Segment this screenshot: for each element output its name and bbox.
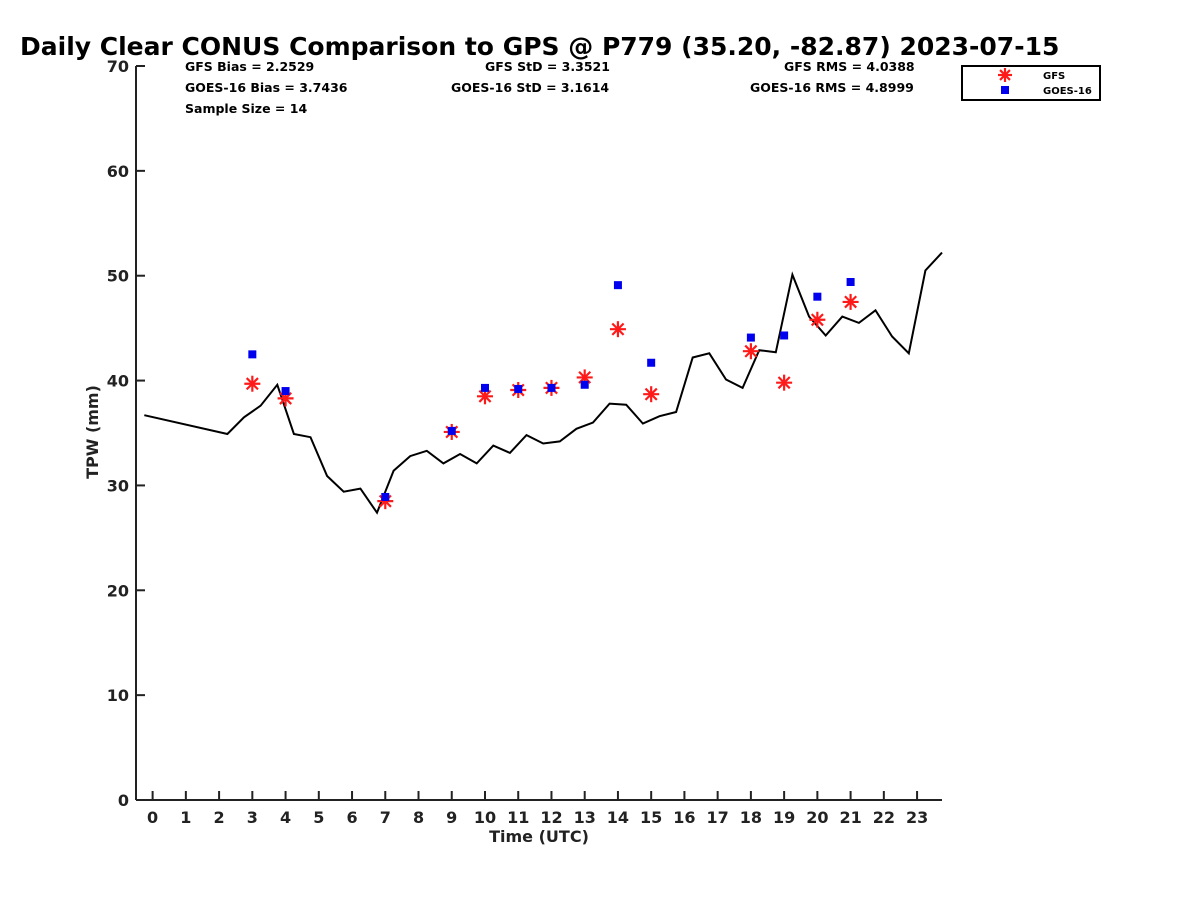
gfs-point [609,321,626,338]
legend-gfs-asterisk [998,68,1012,82]
y-tick-label: 60 [107,162,129,181]
x-tick-label: 8 [413,808,424,827]
x-tick-label: 14 [607,808,629,827]
gfs-bias-stat: GFS Bias = 2.2529 [185,59,314,74]
x-tick-label: 21 [839,808,861,827]
x-tick-label: 12 [540,808,562,827]
x-tick-label: 0 [147,808,158,827]
goes-rms-stat: GOES-16 RMS = 4.8999 [750,80,914,95]
y-tick-label: 0 [118,791,129,810]
legend-goes-label: GOES-16 [1043,86,1092,97]
gfs-point [809,311,826,328]
x-tick-label: 16 [673,808,695,827]
goes-point [746,333,755,342]
goes-point [780,331,789,340]
goes-point [514,384,523,393]
y-tick-label: 10 [107,686,129,705]
gps-line [144,251,943,515]
legend-goes-marker [1001,86,1009,94]
legend-gfs-label: GFS [1043,71,1065,82]
gfs-point [842,293,859,310]
legend: GFS GOES-16 [961,65,1101,101]
x-tick-label: 7 [380,808,391,827]
goes-point [613,281,622,290]
legend-gfs-marker [998,68,1012,82]
y-tick-label: 20 [107,581,129,600]
goes-point [281,387,290,396]
x-tick-label: 5 [313,808,324,827]
goes-point [846,278,855,287]
gfs-std-stat: GFS StD = 3.3521 [485,59,610,74]
goes-point [447,426,456,435]
y-tick-label: 70 [107,57,129,76]
sample-size-stat: Sample Size = 14 [185,101,307,116]
x-tick-label: 23 [906,808,928,827]
x-tick-label: 18 [740,808,762,827]
legend-box [961,65,1101,101]
gfs-point [643,386,660,403]
x-tick-label: 20 [806,808,828,827]
data-marks [144,251,943,515]
gfs-point [244,375,261,392]
x-tick-label: 15 [640,808,662,827]
x-tick-label: 3 [247,808,258,827]
x-tick-label: 17 [707,808,729,827]
x-axis-label: Time (UTC) [489,827,589,846]
goes-point [480,383,489,392]
x-tick-label: 19 [773,808,795,827]
goes-bias-stat: GOES-16 Bias = 3.7436 [185,80,348,95]
x-tick-label: 9 [446,808,457,827]
y-tick-label: 50 [107,267,129,286]
goes-point [580,380,589,389]
chart-title: Daily Clear CONUS Comparison to GPS @ P7… [20,32,1059,61]
x-tick-label: 22 [873,808,895,827]
x-tick-label: 6 [346,808,357,827]
y-tick-label: 40 [107,372,129,391]
goes-point [647,358,656,367]
x-tick-label: 4 [280,808,291,827]
goes-point [248,350,257,359]
goes-point [547,383,556,392]
x-tick-label: 1 [180,808,191,827]
y-tick-label: 30 [107,476,129,495]
x-tick-label: 2 [214,808,225,827]
x-tick-label: 10 [474,808,496,827]
gfs-rms-stat: GFS RMS = 4.0388 [784,59,915,74]
goes-point [813,292,822,301]
gfs-point [776,374,793,391]
y-axis-label: TPW (mm) [83,385,102,479]
goes-std-stat: GOES-16 StD = 3.1614 [451,80,609,95]
x-tick-label: 11 [507,808,529,827]
goes-point [381,492,390,501]
gfs-point [742,343,759,360]
x-tick-label: 13 [574,808,596,827]
